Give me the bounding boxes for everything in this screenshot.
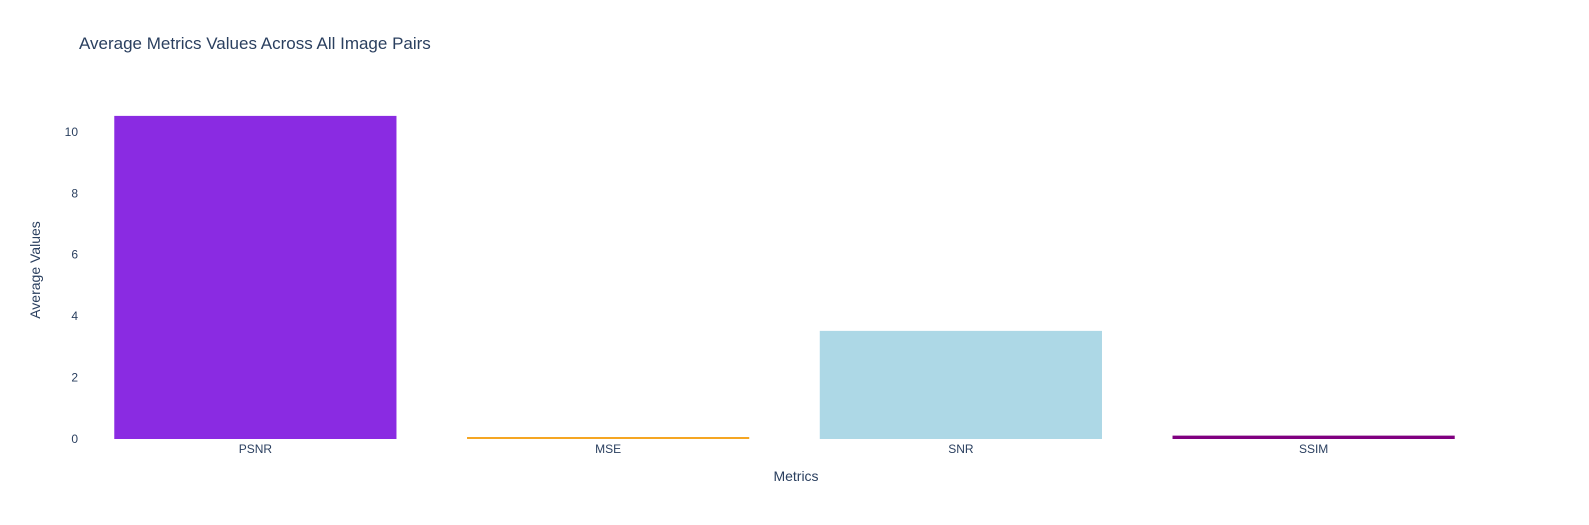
y-tick-label: 10	[65, 125, 79, 139]
x-tick-label: MSE	[595, 442, 621, 456]
bars	[114, 115, 1455, 439]
bar-mse[interactable]	[467, 437, 750, 439]
x-tick-label: SNR	[948, 442, 974, 456]
x-axis-title: Metrics	[773, 468, 818, 484]
chart-title: Average Metrics Values Across All Image …	[79, 34, 431, 53]
x-tick-label: PSNR	[239, 442, 273, 456]
y-axis-title: Average Values	[27, 221, 43, 319]
y-tick-label: 8	[71, 186, 78, 200]
bar-ssim[interactable]	[1172, 435, 1455, 439]
x-axis-ticks: PSNR MSE SNR SSIM	[239, 442, 1329, 456]
y-axis-ticks: 0 2 4 6 8 10	[65, 125, 79, 446]
bar-psnr[interactable]	[114, 115, 397, 439]
x-tick-label: SSIM	[1299, 442, 1328, 456]
y-tick-label: 2	[71, 371, 78, 385]
y-tick-label: 4	[71, 309, 78, 323]
bar-snr[interactable]	[819, 330, 1102, 439]
y-tick-label: 0	[71, 432, 78, 446]
y-tick-label: 6	[71, 248, 78, 262]
